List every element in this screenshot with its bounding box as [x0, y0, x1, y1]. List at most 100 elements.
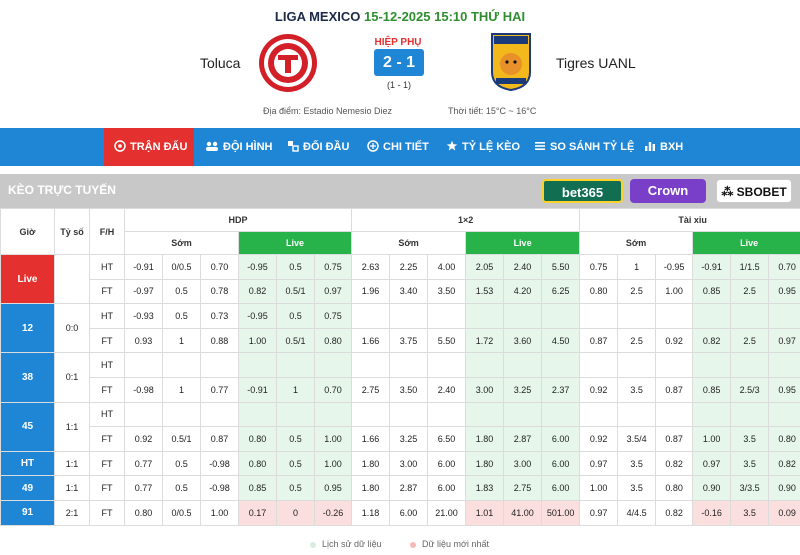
odds-cell: 4/4.5	[617, 499, 657, 526]
odds-cell: -0.91	[238, 376, 277, 403]
tab-lineup[interactable]: ĐỘI HÌNH	[205, 128, 273, 166]
odds-cell: 1.00	[200, 499, 239, 526]
odds-cell	[313, 401, 353, 428]
row-score: 1:1	[54, 475, 90, 501]
odds-cell: 1.00	[313, 426, 353, 452]
odds-table: Giờ Tỷ số F/H HDP 1×2 Tài xỉu Sớm Live S…	[0, 208, 800, 526]
odds-cell	[503, 401, 543, 428]
odds-cell	[465, 303, 505, 329]
odds-cell: 0.92	[579, 376, 619, 403]
odds-cell: 1.80	[465, 426, 505, 452]
odds-cell: 0/0.5	[162, 499, 201, 526]
tab-compare-odds[interactable]: SO SÁNH TỶ LỆ	[534, 128, 634, 166]
odds-cell: 0.70	[313, 376, 353, 403]
odds-cell: 3.00	[503, 450, 543, 477]
odds-cell: 41.00	[503, 499, 543, 526]
odds-table-body: Live HT -0.91 0/0.5 0.70 -0.95 0.5 0.75 2.63 2.25…	[0, 253, 800, 526]
odds-cell: 0.93	[124, 327, 163, 354]
bookmaker-bet365-button[interactable]: bet365	[542, 179, 623, 203]
odds-cell	[541, 352, 581, 378]
row-fh: HT	[89, 352, 125, 378]
odds-cell: 1.00	[238, 327, 277, 354]
tab-compare-odds-label: SO SÁNH TỶ LỆ	[550, 141, 635, 153]
league-name[interactable]: LIGA MEXICO	[274, 9, 361, 24]
odds-row: FT -0.98 1 0.77 -0.91 1 0.70 2.75 3.50 2.40 3.00 3.…	[1, 376, 800, 403]
tab-head-to-head[interactable]: ĐỐI ĐẦU	[287, 128, 349, 166]
odds-cell: 1.01	[465, 499, 505, 526]
bookmaker-crown-button[interactable]: Crown	[630, 179, 706, 203]
odds-cell: 0.17	[238, 499, 277, 526]
row-fh: FT	[89, 426, 125, 452]
bookmaker-sbobet-label: SBOBET	[736, 185, 787, 199]
odds-cell: 2.5	[617, 278, 657, 305]
header-ou-early: Sớm	[579, 231, 694, 255]
odds-cell: 2.5/3	[730, 376, 770, 403]
home-team-name[interactable]: Toluca	[200, 55, 241, 71]
tab-match[interactable]: TRẬN ĐẤU	[104, 128, 194, 166]
header-fh: F/H	[89, 208, 125, 255]
odds-cell	[427, 401, 467, 428]
odds-row: FT 0.93 1 0.88 1.00 0.5/1 0.80 1.66 3.75 5.50 1.72…	[1, 327, 800, 354]
match-score: 2 - 1	[374, 49, 424, 76]
detail-icon	[367, 140, 379, 152]
odds-cell: 1.66	[351, 327, 391, 354]
odds-cell: 1.96	[351, 278, 391, 305]
tab-odds[interactable]: TỶ LỆ KÈO	[446, 128, 520, 166]
odds-cell: 0.90	[768, 475, 800, 501]
odds-cell	[692, 401, 732, 428]
odds-cell: 0.87	[655, 376, 694, 403]
odds-cell	[465, 352, 505, 378]
legend-history-dot-icon	[310, 541, 316, 548]
odds-cell: 0.85	[692, 278, 732, 305]
odds-cell: 3.40	[389, 278, 429, 305]
odds-cell: 0.80	[124, 499, 163, 526]
odds-section-bar: KÈO TRỰC TUYẾN bet365 Crown ⁂ SBOBET	[0, 174, 800, 208]
odds-cell: 0.5	[276, 303, 315, 329]
odds-cell: 4.20	[503, 278, 543, 305]
odds-cell	[276, 401, 315, 428]
odds-cell: 1.66	[351, 426, 391, 452]
bookmaker-sbobet-button[interactable]: ⁂ SBOBET	[716, 179, 792, 203]
odds-row: 12 0:0 HT -0.93 0.5 0.73 -0.95 0.5 0.75	[0, 303, 800, 354]
away-team-name[interactable]: Tigres UANL	[556, 55, 636, 71]
odds-cell: 2.87	[503, 426, 543, 452]
odds-cell: 2.75	[503, 475, 543, 501]
odds-cell: 2.37	[541, 376, 581, 403]
odds-cell	[389, 303, 429, 329]
venue-info: Địa điểm: Estadio Nemesio Diez	[263, 106, 393, 116]
row-time: 38	[0, 352, 55, 403]
header-1x2-live: Live	[465, 231, 581, 255]
odds-cell: 0.70	[200, 254, 239, 280]
odds-cell: 3.25	[503, 376, 543, 403]
odds-cell: 0.5	[276, 475, 315, 501]
odds-cell: 1.80	[465, 450, 505, 477]
header-hdp-live: Live	[237, 231, 353, 255]
odds-cell: 0.78	[200, 278, 239, 305]
odds-cell: 0.5/1	[276, 278, 315, 305]
odds-cell: 1	[162, 376, 201, 403]
tab-detail[interactable]: CHI TIẾT	[367, 128, 429, 166]
odds-cell: 6.00	[541, 450, 581, 477]
odds-cell: 0.95	[768, 278, 800, 305]
odds-cell: 0.85	[692, 376, 732, 403]
odds-cell: 1	[276, 376, 315, 403]
odds-cell: 3/3.5	[730, 475, 770, 501]
odds-row: Live HT -0.91 0/0.5 0.70 -0.95 0.5 0.75 2.63 2.25…	[0, 253, 800, 305]
odds-cell	[730, 303, 770, 329]
odds-cell	[503, 352, 543, 378]
tab-standings[interactable]: BXH	[644, 128, 683, 166]
odds-cell	[655, 303, 694, 329]
odds-cell: 3.5	[617, 376, 657, 403]
tigres-logo-icon[interactable]	[490, 32, 532, 92]
odds-cell: 0.5	[162, 278, 201, 305]
odds-row: 45 1:1 HT	[0, 401, 800, 452]
odds-cell: 0.5/1	[162, 426, 201, 452]
odds-cell	[238, 352, 277, 378]
odds-cell: 0.5	[276, 426, 315, 452]
odds-cell: 1.00	[655, 278, 694, 305]
toluca-logo-icon[interactable]	[258, 33, 318, 93]
odds-cell	[427, 303, 467, 329]
odds-cell: 1	[162, 327, 201, 354]
odds-cell: 0.95	[313, 475, 353, 501]
weather-info: Thời tiết: 15°C ~ 16°C	[448, 106, 537, 116]
